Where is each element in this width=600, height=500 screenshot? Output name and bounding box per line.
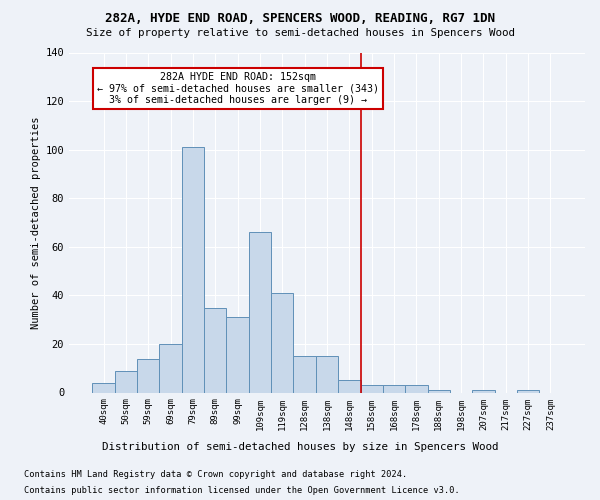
Bar [316,356,338,393]
Text: 282A, HYDE END ROAD, SPENCERS WOOD, READING, RG7 1DN: 282A, HYDE END ROAD, SPENCERS WOOD, READ… [105,12,495,26]
Bar [517,390,539,392]
Bar [160,344,182,393]
Bar [271,293,293,392]
Bar [204,308,226,392]
Y-axis label: Number of semi-detached properties: Number of semi-detached properties [31,116,41,329]
Bar [338,380,361,392]
Bar [293,356,316,393]
Bar [428,390,450,392]
Bar [383,385,405,392]
Bar [115,370,137,392]
Bar [137,358,160,392]
Text: 282A HYDE END ROAD: 152sqm
← 97% of semi-detached houses are smaller (343)
3% of: 282A HYDE END ROAD: 152sqm ← 97% of semi… [97,72,379,105]
Bar [182,147,204,392]
Bar [226,317,249,392]
Bar [92,383,115,392]
Bar [472,390,494,392]
Text: Contains HM Land Registry data © Crown copyright and database right 2024.: Contains HM Land Registry data © Crown c… [24,470,407,479]
Bar [249,232,271,392]
Text: Size of property relative to semi-detached houses in Spencers Wood: Size of property relative to semi-detach… [86,28,515,38]
Text: Contains public sector information licensed under the Open Government Licence v3: Contains public sector information licen… [24,486,460,495]
Bar [361,385,383,392]
Bar [405,385,428,392]
Text: Distribution of semi-detached houses by size in Spencers Wood: Distribution of semi-detached houses by … [102,442,498,452]
